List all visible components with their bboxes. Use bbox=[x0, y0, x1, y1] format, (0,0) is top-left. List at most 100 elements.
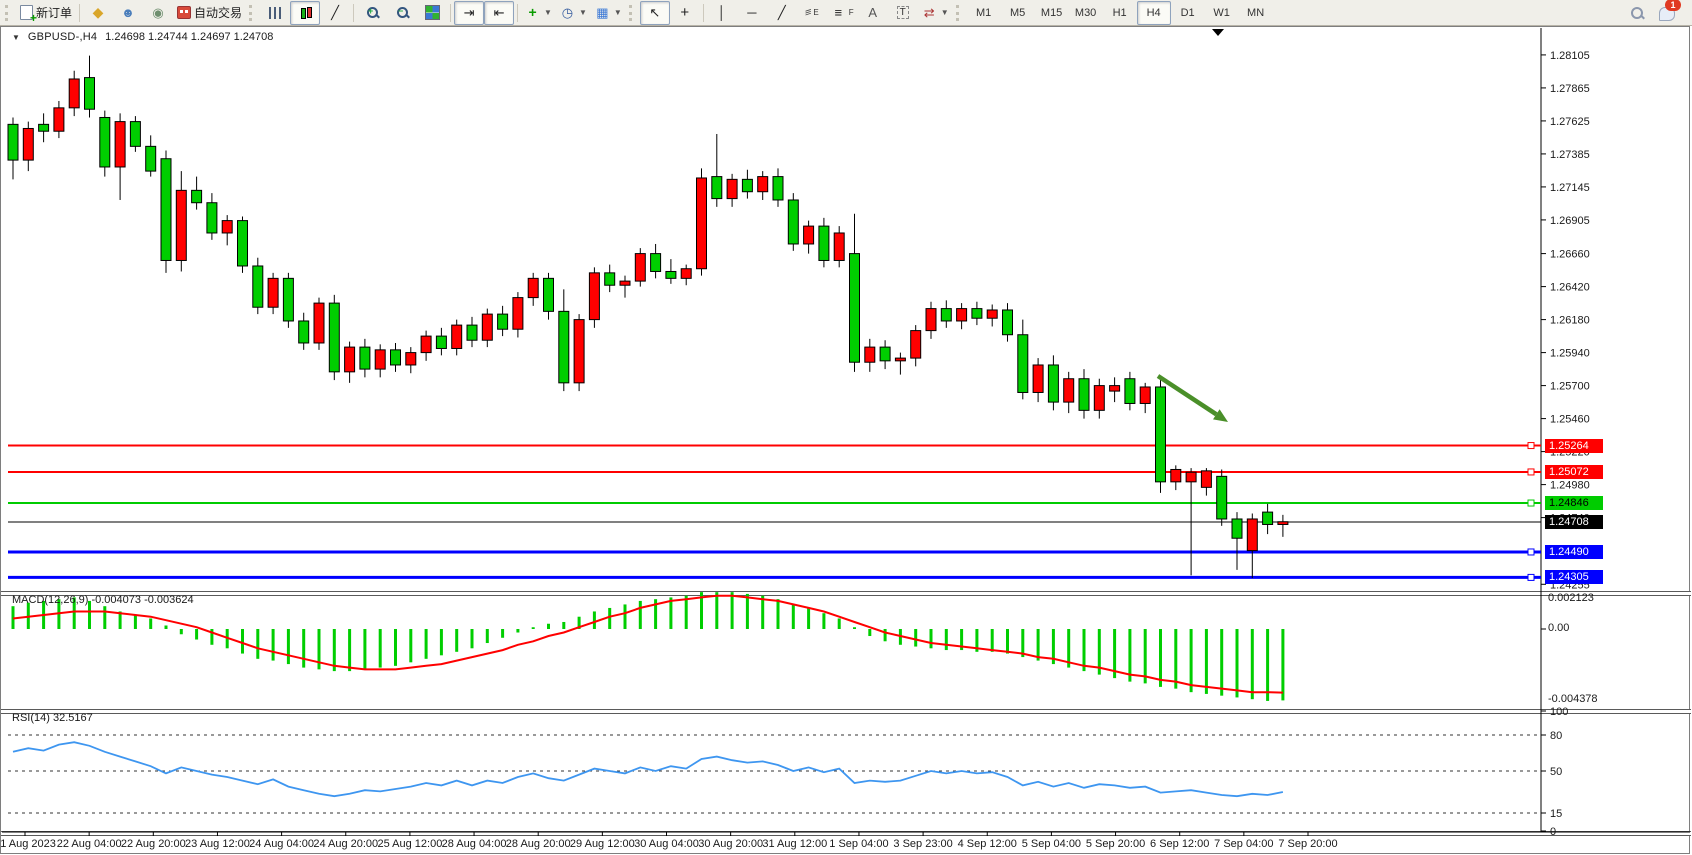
fibonacci-sub-label: F bbox=[848, 8, 854, 17]
chart-shift-button[interactable]: ⇤ bbox=[484, 0, 515, 25]
auto-scroll-icon: ⇥ bbox=[463, 5, 475, 20]
toolbar-separator bbox=[79, 3, 81, 22]
timeframe-m5-button[interactable]: M5 bbox=[1009, 6, 1026, 19]
macd-label: MACD(12,26,9) -0.004073 -0.003624 bbox=[12, 594, 194, 606]
text-icon: A bbox=[868, 5, 878, 20]
search-icon bbox=[1630, 6, 1644, 20]
indicators-icon: + bbox=[528, 4, 537, 20]
arrows-tool-button[interactable]: ⇄ ▼ bbox=[918, 1, 953, 25]
cursor-tool-button[interactable]: ↖ bbox=[639, 0, 670, 25]
price-line-badge: 1.25072 bbox=[1545, 464, 1603, 479]
chart-window[interactable] bbox=[0, 26, 1691, 854]
price-line-badge: 1.25264 bbox=[1545, 438, 1603, 453]
timeframe-w1-button[interactable]: W1 bbox=[1213, 6, 1230, 19]
dropdown-arrow-icon: ▼ bbox=[940, 8, 949, 17]
chart-symbol-period: GBPUSD-,H4 bbox=[27, 31, 98, 43]
zoom-in-button[interactable]: + bbox=[357, 1, 387, 25]
trendline-icon: ╱ bbox=[777, 5, 786, 20]
line-chart-icon: ╱ bbox=[331, 5, 339, 20]
toolbar-grip[interactable] bbox=[628, 4, 637, 21]
fibonacci-icon: ≡ bbox=[834, 5, 843, 20]
new-order-label: 新订单 bbox=[36, 6, 73, 20]
autotrade-icon bbox=[177, 6, 192, 19]
channel-tool-button[interactable]: ≡ E bbox=[797, 1, 827, 25]
macd-axis-min: -0.004378 bbox=[1548, 693, 1598, 705]
price-line-badge: 1.24708 bbox=[1545, 515, 1603, 529]
trendline-tool-button[interactable]: ╱ bbox=[767, 1, 797, 25]
toolbar-separator bbox=[702, 3, 704, 22]
dropdown-arrow-icon: ▼ bbox=[578, 8, 587, 17]
toolbar-grip[interactable] bbox=[955, 4, 964, 21]
notification-badge: 1 bbox=[1665, 0, 1681, 11]
timeframe-mn-button[interactable]: MN bbox=[1247, 6, 1265, 19]
candlestick-chart-icon bbox=[299, 6, 312, 19]
timeframe-h4-button[interactable]: H4 bbox=[1136, 0, 1171, 25]
template-icon: ▦ bbox=[596, 5, 609, 20]
toolbar-separator bbox=[517, 3, 519, 22]
fibonacci-tool-button[interactable]: ≡ F bbox=[827, 1, 858, 25]
chart-shift-icon: ⇤ bbox=[493, 5, 505, 20]
tile-windows-icon bbox=[424, 5, 440, 20]
data-window-icon: ☻ bbox=[121, 5, 135, 20]
search-button[interactable] bbox=[1622, 1, 1652, 25]
toolbar-grip[interactable] bbox=[249, 4, 257, 21]
notifications-button[interactable]: 1 bbox=[1652, 0, 1682, 25]
notifications-icon: 1 bbox=[1659, 0, 1681, 21]
data-window-button[interactable]: ☻ bbox=[113, 1, 143, 25]
auto-scroll-button[interactable]: ⇥ bbox=[454, 0, 485, 25]
main-toolbar: 新订单 ◆ ☻ ◉ 自动交易 ╱ + − ⇥ ⇤ +▼ ◷▼ ▦▼ ↖ + │ … bbox=[0, 0, 1692, 26]
timeframe-m1-button[interactable]: M1 bbox=[975, 6, 992, 19]
new-order-button[interactable]: 新订单 bbox=[16, 1, 76, 25]
chart-ohlc-values: 1.24698 1.24744 1.24697 1.24708 bbox=[105, 31, 274, 43]
timeframe-d1-button[interactable]: D1 bbox=[1180, 6, 1195, 19]
equidistant-channel-icon: ≡ bbox=[804, 5, 811, 20]
chevron-down-icon[interactable]: ▼ bbox=[12, 32, 20, 42]
horizontal-line-icon: ─ bbox=[747, 5, 757, 20]
bar-chart-icon bbox=[269, 6, 282, 19]
line-chart-button[interactable]: ╱ bbox=[320, 1, 350, 25]
pane-splitter-macd[interactable] bbox=[1, 591, 1691, 596]
toolbar-separator bbox=[450, 3, 452, 22]
rsi-label: RSI(14) 32.5167 bbox=[12, 712, 93, 724]
text-label-tool-button[interactable]: T bbox=[888, 1, 918, 25]
dropdown-arrow-icon: ▼ bbox=[544, 8, 552, 17]
crosshair-tool-button[interactable]: + bbox=[670, 1, 700, 25]
macd-axis-max: 0.002123 bbox=[1548, 592, 1594, 604]
tile-windows-button[interactable] bbox=[417, 1, 447, 25]
new-order-icon bbox=[20, 5, 37, 25]
market-watch-button[interactable]: ◆ bbox=[83, 1, 113, 25]
indicators-button[interactable]: + ▼ bbox=[521, 1, 556, 25]
autotrade-button[interactable]: 自动交易 bbox=[173, 1, 246, 25]
vertical-line-icon: │ bbox=[717, 5, 726, 20]
toolbar-separator bbox=[353, 3, 355, 22]
price-line-badge: 1.24846 bbox=[1545, 496, 1603, 511]
bar-chart-button[interactable] bbox=[260, 1, 290, 25]
text-tool-button[interactable]: A bbox=[858, 1, 888, 25]
pane-splitter-rsi[interactable] bbox=[1, 709, 1691, 714]
price-line-badge: 1.24490 bbox=[1545, 544, 1603, 559]
zoom-out-button[interactable]: − bbox=[387, 1, 417, 25]
toolbar-grip[interactable] bbox=[5, 4, 13, 21]
autotrade-label: 自动交易 bbox=[194, 6, 243, 20]
price-line-badge: 1.24305 bbox=[1545, 570, 1603, 585]
channel-sub-label: E bbox=[813, 8, 819, 17]
chart-title: ▼ GBPUSD-,H4 1.24698 1.24744 1.24697 1.2… bbox=[12, 31, 273, 43]
timeframe-m15-button[interactable]: M15 bbox=[1040, 6, 1063, 19]
periods-button[interactable]: ◷ ▼ bbox=[556, 1, 591, 25]
macd-axis-zero: 0.00 bbox=[1548, 622, 1570, 634]
crosshair-icon: + bbox=[680, 4, 690, 21]
timeframe-m30-button[interactable]: M30 bbox=[1074, 6, 1097, 19]
timeframe-h1-button[interactable]: H1 bbox=[1112, 6, 1127, 19]
horizontal-line-tool-button[interactable]: ─ bbox=[737, 1, 767, 25]
templates-button[interactable]: ▦ ▼ bbox=[591, 1, 626, 25]
candlestick-chart-button[interactable] bbox=[290, 0, 321, 25]
clock-icon: ◷ bbox=[561, 5, 574, 20]
market-watch-icon: ◆ bbox=[92, 4, 104, 20]
zoom-out-icon: − bbox=[396, 6, 409, 19]
zoom-in-icon: + bbox=[366, 6, 379, 19]
text-label-icon: T bbox=[896, 6, 909, 19]
vertical-line-tool-button[interactable]: │ bbox=[707, 1, 737, 25]
navigator-icon: ◉ bbox=[152, 5, 164, 20]
navigator-button[interactable]: ◉ bbox=[143, 1, 173, 25]
